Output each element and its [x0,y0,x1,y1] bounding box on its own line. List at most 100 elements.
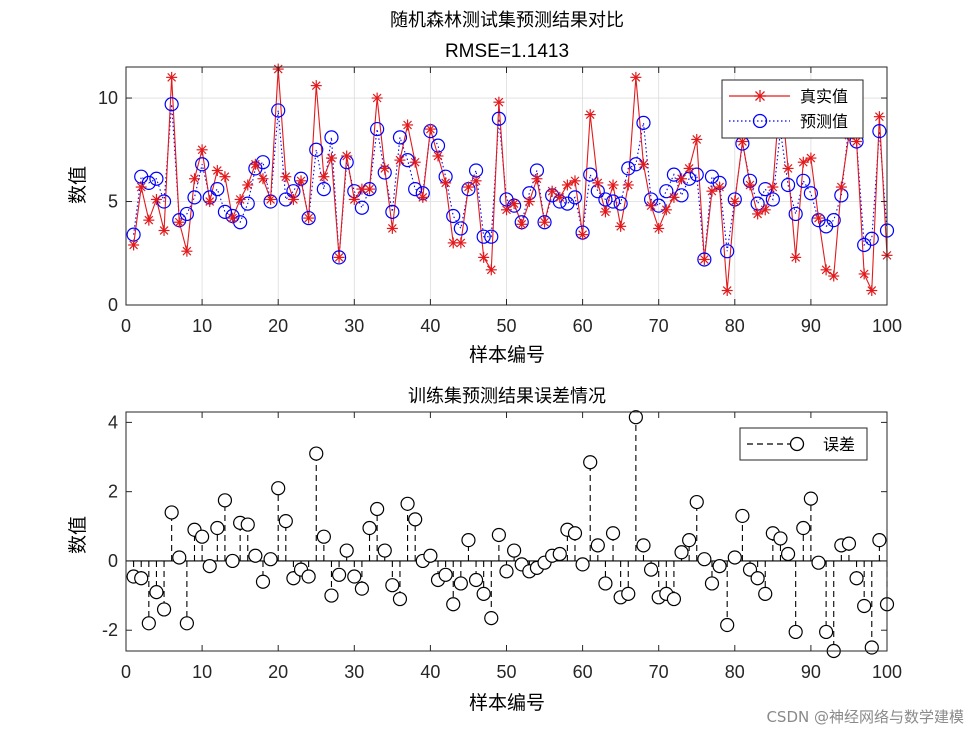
error-point [377,543,392,558]
predicted-point [720,244,735,259]
error-point [499,564,514,579]
error-point [210,520,225,536]
actual-point [805,152,817,164]
error-point [362,520,377,536]
error-point [575,557,590,572]
legend-circle-icon [752,113,768,129]
actual-point [729,196,741,208]
error-point [149,585,164,600]
error-point [316,529,331,544]
error-point [202,559,217,574]
legend-label-actual: 真实值 [800,87,848,106]
x-tick-label: 40 [420,316,440,336]
predicted-point [210,182,225,197]
error-point [172,550,187,565]
actual-point [150,193,162,205]
predicted-point [864,231,879,246]
actual-point [219,171,231,183]
actual-point [622,179,634,191]
error-point [643,562,659,577]
actual-point [577,229,589,241]
predicted-point [697,252,712,267]
error-point [217,493,233,508]
actual-point [318,171,330,183]
predicted-point [141,175,156,190]
error-point [392,591,408,607]
error-point [491,527,506,543]
actual-point [599,206,611,218]
predicted-point [803,186,819,201]
actual-point [234,193,246,205]
bottom-chart-title: 训练集预测结果误差情况 [408,386,606,407]
x-tick-label: 50 [496,662,516,682]
x-tick-label: 60 [573,316,593,336]
actual-point [424,123,436,135]
predicted-point [156,194,172,209]
top-chart-series [126,63,895,297]
x-tick-label: 80 [725,316,745,336]
predicted-point [613,196,628,211]
error-point [255,574,271,589]
error-point [324,588,339,603]
actual-point [653,222,665,234]
actual-point [508,198,520,210]
bottom-chart-axes: 0 10 20 30 40 50 60 70 80 90 100 -2 0 2 4 [102,411,902,682]
actual-point [736,136,748,148]
top-chart-axes: 0 10 20 30 40 50 60 70 80 90 100 0 5 10 [98,66,902,336]
actual-point [523,196,535,208]
predicted-point [636,115,651,130]
actual-point [706,185,718,197]
error-point [400,496,415,511]
predicted-point [621,161,636,176]
error-point [164,505,179,520]
actual-point [698,253,710,265]
error-point [773,531,788,546]
x-tick-label: 10 [192,316,212,336]
actual-point [873,111,885,123]
predicted-point [309,142,324,157]
x-tick-label: 0 [121,316,131,336]
actual-point [676,173,688,185]
actual-point [371,92,383,104]
x-tick-label: 40 [420,662,440,682]
predicted-point [689,167,704,182]
actual-point [204,196,216,208]
y-tick-label: 2 [108,482,118,502]
actual-point [782,162,794,174]
predicted-point [796,173,811,188]
actual-point [546,185,558,197]
predicted-point [491,111,506,126]
actual-point [333,251,345,263]
error-point [408,512,423,527]
predicted-point [301,210,316,226]
actual-point [752,208,764,220]
predicted-point [408,182,423,197]
predicted-point [567,190,583,205]
y-tick-label: 4 [108,412,118,432]
error-point [758,586,773,601]
predicted-point [872,124,887,139]
error-point [225,553,240,569]
actual-point [660,204,672,216]
predicted-point [179,206,194,222]
actual-point [128,239,140,251]
predicted-point [765,192,780,207]
y-tick-label: -2 [102,620,118,640]
x-tick-label: 100 [872,316,902,336]
error-point [583,455,598,470]
predicted-point [392,130,408,145]
actual-point [478,251,490,263]
error-point [628,410,643,425]
error-point [811,555,826,570]
error-point [271,481,286,496]
predicted-point [370,121,385,137]
predicted-point [271,103,286,118]
actual-point [691,133,703,145]
error-point [674,545,689,560]
error-point [195,529,210,544]
predicted-point [666,167,682,182]
error-point [507,543,522,558]
top-chart-subtitle: RMSE=1.1413 [445,41,569,62]
predicted-point [354,200,370,215]
error-point [704,576,720,591]
